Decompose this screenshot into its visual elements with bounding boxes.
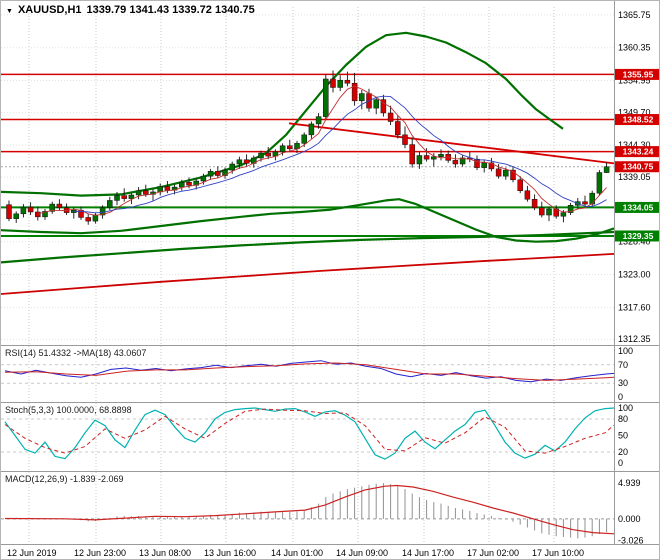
svg-text:12 Jun 23:00: 12 Jun 23:00	[74, 548, 126, 558]
macd-panel[interactable]	[1, 483, 615, 539]
svg-text:1339.05: 1339.05	[618, 172, 651, 182]
svg-text:12 Jun 2019: 12 Jun 2019	[7, 548, 57, 558]
svg-text:30: 30	[618, 378, 628, 388]
svg-text:14 Jun 01:00: 14 Jun 01:00	[271, 548, 323, 558]
svg-text:13 Jun 16:00: 13 Jun 16:00	[204, 548, 256, 558]
descending-trendline[interactable]	[288, 122, 615, 165]
upper-band	[1, 31, 564, 197]
stochastic-panel[interactable]	[1, 407, 615, 460]
svg-text:1343.24: 1343.24	[623, 147, 654, 157]
svg-text:13 Jun 08:00: 13 Jun 08:00	[139, 548, 191, 558]
moving-average-curves	[1, 31, 615, 295]
lower-band	[1, 198, 615, 243]
stoch-line-%K	[4, 407, 615, 460]
rsi-panel[interactable]	[1, 360, 615, 384]
svg-text:4.939: 4.939	[618, 478, 641, 488]
price-level-label	[615, 146, 659, 158]
long-ma	[1, 253, 615, 295]
chart-header: ▼ XAUUSD,H1 1339.79 1341.43 1339.72 1340…	[6, 4, 255, 16]
svg-text:1329.35: 1329.35	[623, 231, 654, 241]
rsi-line-RSI	[4, 360, 615, 383]
svg-text:1334.05: 1334.05	[623, 202, 654, 212]
price-level-label	[615, 230, 659, 242]
symbol-timeframe-label: XAUUSD,H1	[17, 4, 82, 16]
svg-text:1354.95: 1354.95	[618, 75, 651, 85]
rsi-line-RSI-MA	[4, 362, 615, 381]
support-resistance-lines	[1, 73, 614, 237]
panel-separators	[1, 1, 659, 545]
price-level-label	[615, 114, 659, 126]
symbol-dropdown-icon[interactable]: ▼	[6, 7, 13, 15]
svg-text:1312.35: 1312.35	[618, 334, 651, 344]
fast-ma-ribbon	[37, 85, 607, 216]
svg-text:1323.00: 1323.00	[618, 270, 651, 280]
fast-ma-red	[37, 85, 607, 216]
svg-text:17 Jun 02:00: 17 Jun 02:00	[467, 548, 519, 558]
fast-ma-blue	[73, 95, 607, 214]
svg-text:100: 100	[618, 403, 633, 413]
svg-text:20: 20	[618, 447, 628, 457]
svg-text:100: 100	[618, 346, 633, 356]
macd-indicator-label: MACD(12,26,9) -1.839 -2.069	[5, 474, 124, 484]
svg-text:1340.75: 1340.75	[623, 162, 654, 172]
price-level-label	[615, 201, 659, 213]
rsi-indicator-label: RSI(14) 51.4332 ->MA(18) 43.0607	[5, 348, 147, 358]
svg-text:14 Jun 17:00: 14 Jun 17:00	[402, 548, 454, 558]
svg-text:1328.40: 1328.40	[618, 237, 651, 247]
ohlc-values: 1339.79 1341.43 1339.72 1340.75	[86, 4, 255, 16]
svg-text:80: 80	[618, 414, 628, 424]
svg-text:0: 0	[618, 458, 623, 468]
svg-text:1317.60: 1317.60	[618, 302, 651, 312]
stoch-indicator-label: Stoch(5,3,3) 100.0000, 68.8898	[5, 405, 132, 415]
svg-text:14 Jun 09:00: 14 Jun 09:00	[336, 548, 388, 558]
svg-text:1365.75: 1365.75	[618, 10, 651, 20]
svg-text:70: 70	[618, 360, 628, 370]
candlesticks	[6, 70, 610, 225]
time-axis[interactable]: 12 Jun 2019 12 Jun 23:00 13 Jun 08:00 13 Ju…	[7, 548, 584, 558]
svg-text:17 Jun 10:00: 17 Jun 10:00	[532, 548, 584, 558]
svg-text:50: 50	[618, 431, 628, 441]
svg-text:1355.95: 1355.95	[623, 69, 654, 79]
price-axis[interactable]: 1365.75 1360.35 1354.95 1349.70 1344.30 1339.…	[615, 10, 660, 344]
svg-text:-3.026: -3.026	[618, 536, 644, 546]
svg-text:1349.70: 1349.70	[618, 107, 651, 117]
svg-text:1348.52: 1348.52	[623, 115, 654, 125]
macd-signal-line	[4, 484, 615, 535]
svg-text:1344.30: 1344.30	[618, 140, 651, 150]
price-level-label	[615, 68, 659, 80]
slow-ma	[1, 230, 615, 264]
svg-text:1360.35: 1360.35	[618, 43, 651, 53]
svg-text:0.000: 0.000	[618, 514, 641, 524]
svg-text:0: 0	[618, 392, 623, 402]
gridlines	[1, 7, 614, 544]
price-level-label	[615, 161, 659, 173]
